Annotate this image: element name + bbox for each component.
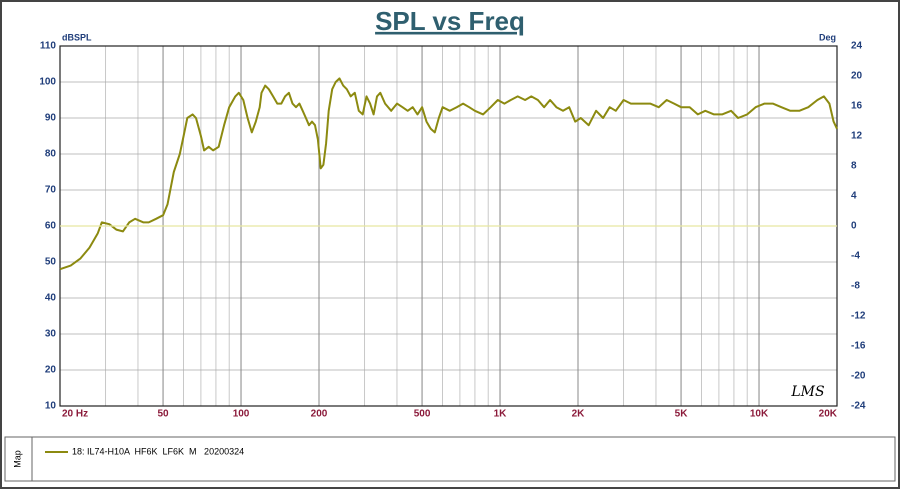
y-tick-label: 70 <box>45 185 57 196</box>
y2-tick-label: 4 <box>851 191 857 202</box>
x-tick-label: 2K <box>572 409 586 420</box>
y2-tick-label: -4 <box>851 251 860 262</box>
y2-tick-label: -8 <box>851 281 860 292</box>
y2-tick-label: 0 <box>851 221 857 232</box>
series-line <box>59 77 838 271</box>
y2-tick-label: 12 <box>851 131 863 142</box>
y2-tick-label: -20 <box>851 371 866 382</box>
annotation: LMS <box>790 384 824 400</box>
y2-tick-label: 24 <box>851 41 863 52</box>
chart-title: SPL vs Freq <box>375 6 525 36</box>
y2-tick-label: -24 <box>851 401 866 412</box>
legend-box <box>4 436 896 482</box>
x-tick-label: 500 <box>414 409 431 420</box>
legend-title: Map <box>12 450 22 468</box>
y-tick-label: 50 <box>45 257 57 268</box>
y-tick-label: 80 <box>45 149 57 160</box>
y-tick-label: 90 <box>45 113 57 124</box>
x-tick-label: 200 <box>311 409 328 420</box>
x-tick-label: 100 <box>233 409 250 420</box>
y-tick-label: 10 <box>45 401 57 412</box>
y-tick-label: 110 <box>40 41 57 52</box>
y2-tick-label: 20 <box>851 71 863 82</box>
y-tick-label: 100 <box>39 77 56 88</box>
y2-tick-label: 8 <box>851 161 857 172</box>
y-tick-label: 30 <box>45 329 57 340</box>
x-tick-label: 10K <box>750 409 769 420</box>
y2-axis-label: Deg <box>819 32 836 42</box>
x-tick-label: 20 Hz <box>62 409 88 420</box>
y2-tick-label: -12 <box>851 311 866 322</box>
y-tick-label: 60 <box>45 221 57 232</box>
y-tick-label: 40 <box>45 293 57 304</box>
x-tick-label: 50 <box>158 409 170 420</box>
y-axis-label: dBSPL <box>62 32 92 42</box>
x-tick-label: 5K <box>675 409 689 420</box>
y2-tick-label: 16 <box>851 101 863 112</box>
y2-tick-label: -16 <box>851 341 866 352</box>
legend-label: 18: IL74-H10A HF6K LF6K M 20200324 <box>72 446 244 456</box>
y-tick-label: 20 <box>45 365 57 376</box>
x-tick-label: 20K <box>819 409 838 420</box>
x-tick-label: 1K <box>494 409 508 420</box>
